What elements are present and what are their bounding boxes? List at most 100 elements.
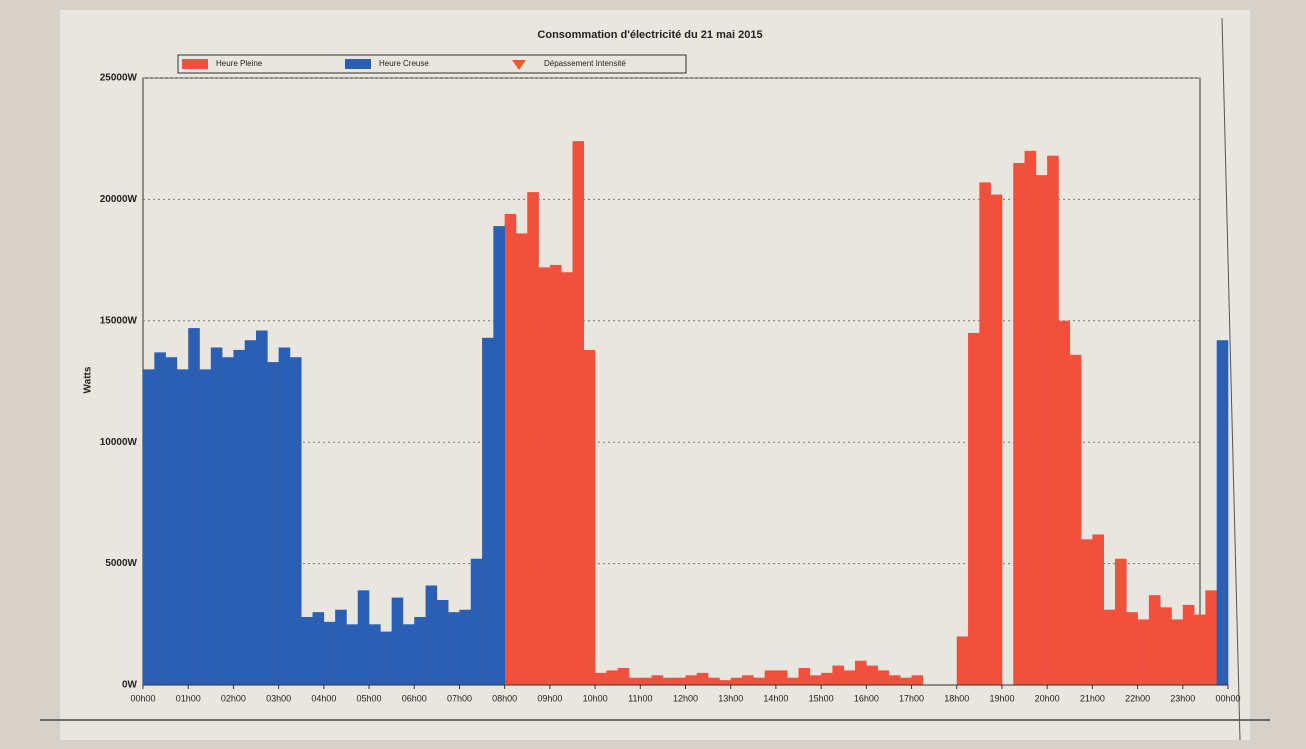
bar (629, 678, 641, 685)
bar (832, 666, 844, 685)
bar (301, 617, 313, 685)
bar (1171, 619, 1183, 685)
bar (866, 666, 878, 685)
bar (1036, 175, 1048, 685)
bar (143, 369, 155, 685)
bar (674, 678, 686, 685)
bar (663, 678, 675, 685)
bar (459, 610, 471, 685)
bar (912, 675, 924, 685)
x-tick-label: 11h00 (628, 693, 652, 703)
bar (550, 265, 562, 685)
bar (1205, 590, 1217, 685)
bar (200, 369, 212, 685)
bar (233, 350, 245, 685)
bar (686, 675, 698, 685)
bar (719, 680, 731, 685)
x-tick-label: 03h00 (266, 693, 291, 703)
bar (1183, 605, 1195, 685)
bar (539, 267, 551, 685)
bar (787, 678, 799, 685)
x-tick-label: 04h00 (311, 693, 336, 703)
bar (335, 610, 347, 685)
x-tick-label: 16h00 (854, 693, 879, 703)
bar (437, 600, 449, 685)
bar (482, 338, 494, 685)
chart-title: Consommation d'électricité du 21 mai 201… (537, 29, 762, 41)
bar (731, 678, 743, 685)
bar (878, 670, 890, 685)
bar (414, 617, 426, 685)
bar (821, 673, 833, 685)
bar (267, 362, 279, 685)
y-tick-label: 0W (122, 680, 138, 691)
bar (358, 590, 370, 685)
x-tick-label: 09h00 (537, 693, 562, 703)
bar (979, 182, 991, 685)
y-tick-label: 25000W (100, 73, 138, 84)
x-tick-label: 22h00 (1125, 693, 1150, 703)
bar (471, 559, 483, 685)
legend-label: Heure Creuse (379, 59, 429, 68)
legend-label: Dépassement Intensité (544, 59, 626, 68)
bar (708, 678, 720, 685)
x-tick-label: 21h00 (1080, 693, 1105, 703)
bar (889, 675, 901, 685)
bar (1013, 163, 1025, 685)
x-tick-label: 23h00 (1170, 693, 1195, 703)
bar (753, 678, 765, 685)
y-axis-label: Watts (83, 366, 94, 393)
x-tick-label: 00h00 (130, 693, 155, 703)
bar (369, 624, 381, 685)
bar (1115, 559, 1127, 685)
legend-label: Heure Pleine (216, 59, 263, 68)
bar (166, 357, 178, 685)
bar (652, 675, 664, 685)
bar (991, 195, 1003, 685)
bar (1149, 595, 1161, 685)
x-tick-label: 01h00 (176, 693, 201, 703)
x-tick-label: 15h00 (809, 693, 834, 703)
bar (900, 678, 912, 685)
bar (618, 668, 630, 685)
x-tick-label: 17h00 (899, 693, 924, 703)
bar (561, 272, 573, 685)
bar (256, 331, 268, 685)
bar (572, 141, 584, 685)
bar (1160, 607, 1172, 685)
bar (245, 340, 257, 685)
bar (188, 328, 200, 685)
x-tick-label: 02h00 (221, 693, 246, 703)
bar (426, 585, 438, 685)
bar (765, 670, 777, 685)
bar (313, 612, 325, 685)
bar (1058, 321, 1070, 685)
bar (844, 670, 856, 685)
bar (595, 673, 607, 685)
bar (742, 675, 754, 685)
y-tick-label: 10000W (100, 437, 138, 448)
page: Consommation d'électricité du 21 mai 201… (0, 0, 1306, 749)
bar (527, 192, 539, 685)
bar (1081, 539, 1093, 685)
bar (799, 668, 811, 685)
bar (279, 348, 291, 685)
bar (346, 624, 358, 685)
x-tick-label: 14h00 (763, 693, 788, 703)
x-tick-label: 19h00 (989, 693, 1014, 703)
x-tick-label: 18h00 (944, 693, 969, 703)
x-tick-label: 08h00 (492, 693, 517, 703)
bar (1138, 619, 1150, 685)
bar (697, 673, 709, 685)
x-tick-label: 13h00 (718, 693, 743, 703)
bar (1070, 355, 1082, 685)
bar (1047, 156, 1059, 685)
bar (810, 675, 822, 685)
bar (403, 624, 415, 685)
bar (957, 636, 969, 685)
x-tick-label: 10h00 (583, 693, 608, 703)
bar (154, 352, 166, 685)
bar (1104, 610, 1116, 685)
bar (448, 612, 460, 685)
x-tick-label: 00h00 (1215, 693, 1240, 703)
